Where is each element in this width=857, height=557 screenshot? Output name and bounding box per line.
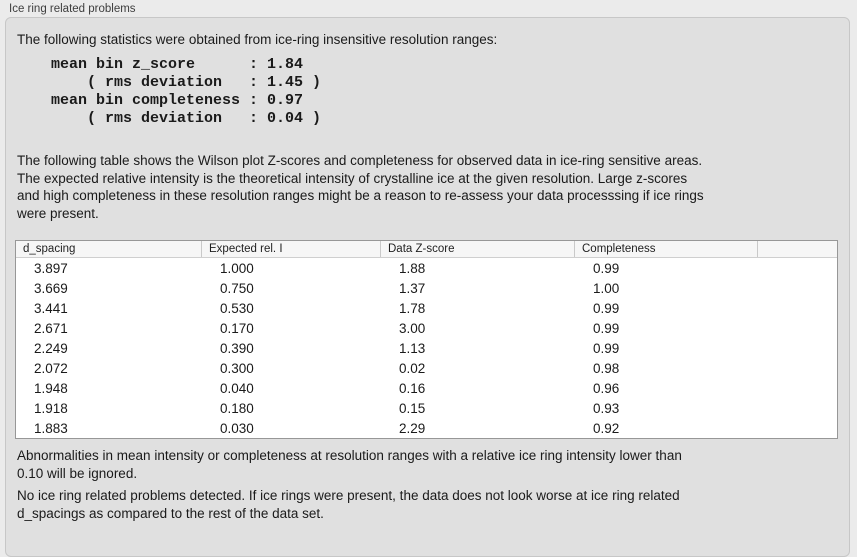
table-row[interactable]: 3.897 1.000 1.88 0.99 [16, 258, 837, 278]
table-header-row: d_spacing Expected rel. I Data Z-score Comp… [16, 241, 837, 258]
conclusion-text: No ice ring related problems detected. I… [17, 488, 680, 521]
table-cell: 1.88 [399, 260, 426, 276]
table-cell: 0.99 [593, 300, 620, 316]
table-cell: 3.00 [399, 320, 426, 336]
table-cell: 0.16 [399, 380, 426, 396]
table-cell: 1.00 [593, 280, 620, 296]
table-cell: 1.000 [220, 260, 254, 276]
table-cell: 0.030 [220, 420, 254, 436]
table-cell: 1.918 [34, 400, 68, 416]
table-cell: 3.669 [34, 280, 68, 296]
table-cell: 1.948 [34, 380, 68, 396]
table-cell: 1.78 [399, 300, 426, 316]
ice-ring-group-box: The following statistics were obtained f… [5, 17, 850, 557]
table-cell: 0.390 [220, 340, 254, 356]
table-row[interactable]: 2.249 0.390 1.13 0.99 [16, 338, 837, 358]
table-cell: 0.99 [593, 340, 620, 356]
column-header[interactable]: Expected rel. I [202, 241, 381, 257]
table-row[interactable]: 1.883 0.030 2.29 0.92 [16, 418, 837, 438]
table-row[interactable]: 2.671 0.170 3.00 0.99 [16, 318, 837, 338]
table-cell: 3.441 [34, 300, 68, 316]
table-cell: 0.96 [593, 380, 620, 396]
table-cell: 2.29 [399, 420, 426, 436]
table-cell: 1.883 [34, 420, 68, 436]
table-cell: 0.99 [593, 260, 620, 276]
table-cell: 0.15 [399, 400, 426, 416]
table-cell: 2.249 [34, 340, 68, 356]
table-body: 3.897 1.000 1.88 0.99 3.669 0.750 1.37 1.00 3.44… [16, 258, 837, 438]
table-row[interactable]: 1.918 0.180 0.15 0.93 [16, 398, 837, 418]
stats-block: mean bin z_score : 1.84 ( rms deviation … [51, 56, 322, 127]
table-cell: 0.750 [220, 280, 254, 296]
table-description-text: The following table shows the Wilson plo… [17, 153, 704, 221]
table-cell: 0.98 [593, 360, 620, 376]
table-cell: 0.02 [399, 360, 426, 376]
stats-intro-text: The following statistics were obtained f… [17, 32, 498, 47]
column-header[interactable]: Data Z-score [381, 241, 575, 257]
table-row[interactable]: 3.669 0.750 1.37 1.00 [16, 278, 837, 298]
table-cell: 0.180 [220, 400, 254, 416]
table-cell: 0.93 [593, 400, 620, 416]
table-cell: 0.170 [220, 320, 254, 336]
table-row[interactable]: 1.948 0.040 0.16 0.96 [16, 378, 837, 398]
column-header[interactable] [758, 241, 837, 257]
table-cell: 1.37 [399, 280, 426, 296]
table-cell: 2.671 [34, 320, 68, 336]
table-row[interactable]: 2.072 0.300 0.02 0.98 [16, 358, 837, 378]
ice-ring-table: d_spacing Expected rel. I Data Z-score Comp… [15, 240, 838, 439]
ignore-note-text: Abnormalities in mean intensity or compl… [17, 448, 682, 481]
table-cell: 2.072 [34, 360, 68, 376]
table-cell: 1.13 [399, 340, 426, 356]
table-cell: 0.530 [220, 300, 254, 316]
table-cell: 0.99 [593, 320, 620, 336]
table-cell: 0.040 [220, 380, 254, 396]
table-cell: 3.897 [34, 260, 68, 276]
table-cell: 0.92 [593, 420, 620, 436]
table-cell: 0.300 [220, 360, 254, 376]
column-header[interactable]: Completeness [575, 241, 758, 257]
group-box-title: Ice ring related problems [9, 3, 136, 15]
table-row[interactable]: 3.441 0.530 1.78 0.99 [16, 298, 837, 318]
column-header[interactable]: d_spacing [16, 241, 202, 257]
